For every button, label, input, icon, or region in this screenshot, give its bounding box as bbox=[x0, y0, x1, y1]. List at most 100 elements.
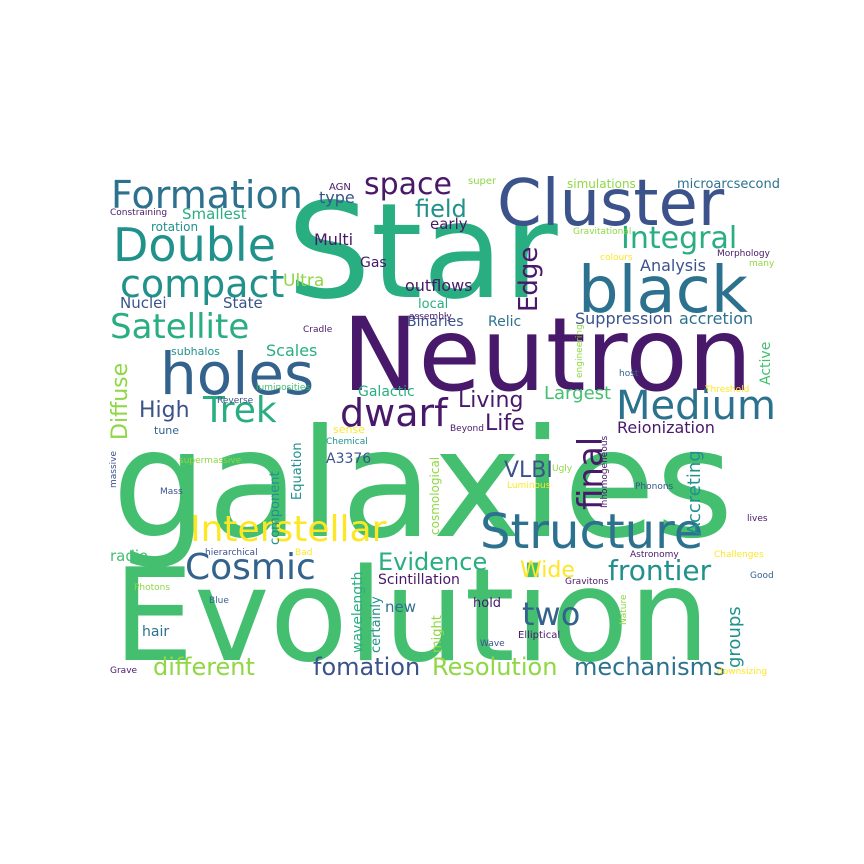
word-space: space bbox=[364, 167, 453, 202]
word-good: Good bbox=[750, 571, 774, 581]
word-outflows: outflows bbox=[405, 276, 473, 295]
word-reionization: Reionization bbox=[617, 418, 715, 437]
word-beyond: Beyond bbox=[450, 424, 484, 434]
word-a3376: A3376 bbox=[326, 451, 372, 467]
word-holes: holes bbox=[160, 340, 315, 408]
word-evidence: Evidence bbox=[378, 548, 488, 576]
word-mass: Mass bbox=[160, 487, 183, 497]
word-elliptical: Elliptical bbox=[518, 630, 561, 641]
word-field: field bbox=[415, 195, 467, 223]
word-evolution: Evolution bbox=[113, 542, 710, 691]
word-structure: Structure bbox=[480, 504, 704, 560]
word-certainly: certainly bbox=[369, 596, 384, 653]
word-luminous: Luminous bbox=[507, 481, 551, 491]
word-rotation: rotation bbox=[151, 220, 199, 234]
word-hold: hold bbox=[473, 596, 502, 611]
word-cosmic: Cosmic bbox=[185, 547, 316, 588]
word-satellite: Satellite bbox=[110, 307, 250, 347]
word-colours: colours bbox=[600, 253, 633, 263]
word-constraining: Constraining bbox=[110, 208, 168, 218]
word-morphology: Morphology bbox=[717, 249, 770, 259]
word-phonons: Phonons bbox=[635, 482, 674, 492]
word-active: Active bbox=[758, 341, 774, 385]
word-cradle: Cradle bbox=[303, 325, 333, 335]
word-smallest: Smallest bbox=[182, 205, 247, 223]
word-nature: Nature bbox=[619, 594, 629, 625]
word-supermassive: supermassive bbox=[179, 456, 242, 466]
word-lives: lives bbox=[747, 514, 768, 524]
word-many: many bbox=[749, 259, 775, 269]
word-wave: Wave bbox=[480, 639, 505, 649]
word-microarcsecond: microarcsecond bbox=[677, 177, 780, 192]
word-sense: sense bbox=[333, 423, 365, 436]
word-living: Living bbox=[458, 388, 524, 413]
word-frontier: frontier bbox=[608, 554, 712, 587]
word-hair: hair bbox=[142, 624, 170, 640]
word-host: host bbox=[619, 369, 639, 379]
word-resolution: Resolution bbox=[432, 653, 558, 681]
word-medium: Medium bbox=[616, 383, 776, 429]
word-state: State bbox=[223, 294, 263, 312]
word-black: black bbox=[578, 254, 748, 328]
word-largest: Largest bbox=[544, 383, 612, 404]
word-integral: Integral bbox=[621, 221, 738, 256]
word-galactic: Galactic bbox=[358, 384, 415, 400]
word-equation: Equation bbox=[290, 442, 305, 500]
word-galaxies: galaxies bbox=[112, 398, 734, 572]
word-trek: Trek bbox=[203, 390, 277, 431]
word-accretion: accretion bbox=[679, 309, 754, 328]
word-astronomy: Astronomy bbox=[630, 550, 679, 560]
word-compact: compact bbox=[120, 262, 285, 306]
word-local: local bbox=[418, 297, 449, 312]
word-photons: Photons bbox=[134, 583, 171, 593]
word-super: super bbox=[468, 176, 497, 187]
word-tune: tune bbox=[154, 424, 180, 437]
word-analysis: Analysis bbox=[640, 256, 706, 275]
word-early: early bbox=[430, 215, 468, 233]
word-interstellar: Interstellar bbox=[190, 509, 387, 550]
word-double: Double bbox=[113, 218, 276, 272]
word-downsizing: downsizing bbox=[717, 667, 768, 677]
word-diffuse: Diffuse bbox=[108, 362, 133, 440]
word-mechanisms: mechanisms bbox=[574, 653, 726, 681]
word-vlbi: VLBI bbox=[504, 458, 553, 483]
word-agn: AGN bbox=[329, 182, 351, 193]
word-challenges: Challenges bbox=[714, 550, 764, 560]
word-nuclei: Nuclei bbox=[120, 294, 167, 312]
word-edge: Edge bbox=[514, 246, 544, 312]
word-ultra: Ultra bbox=[283, 271, 325, 291]
word-engineering: engineering bbox=[575, 324, 585, 378]
word-dwarf: dwarf bbox=[340, 391, 448, 435]
word-component: component bbox=[268, 471, 283, 545]
word-life: Life bbox=[485, 411, 525, 436]
word-two: two bbox=[522, 595, 581, 633]
word-gas: Gas bbox=[360, 255, 387, 271]
word-formation: Formation bbox=[111, 173, 303, 217]
word-wide: Wide bbox=[520, 558, 575, 583]
word-inhomogeneous: Inhomogeneous bbox=[600, 435, 610, 508]
word-might: might bbox=[430, 615, 445, 653]
word-cosmological: cosmological bbox=[428, 456, 442, 535]
word-simulations: simulations bbox=[567, 177, 636, 191]
word-scales: Scales bbox=[266, 341, 318, 360]
word-type: type bbox=[319, 188, 355, 207]
word-suppression: Suppression bbox=[575, 309, 673, 328]
word-different: different bbox=[153, 653, 255, 681]
word-subhalos: subhalos bbox=[171, 345, 220, 358]
word-fomation: fomation bbox=[313, 653, 421, 681]
word-hierarchical: hierarchical bbox=[205, 548, 258, 558]
word-scintillation: Scintillation bbox=[378, 572, 460, 588]
word-binaries: Binaries bbox=[407, 314, 464, 330]
word-multi: Multi bbox=[314, 230, 354, 249]
word-relic: Relic bbox=[488, 314, 522, 330]
word-luminosities: luminosities bbox=[256, 383, 311, 393]
word-gravitons: Gravitons bbox=[565, 577, 609, 587]
word-wavelength: wavelength bbox=[350, 571, 366, 653]
word-neutron: Neutron bbox=[342, 296, 753, 415]
word-ugly: Ugly bbox=[552, 464, 573, 474]
word-high: High bbox=[139, 398, 190, 423]
word-radio: radio bbox=[110, 547, 149, 565]
word-groups: groups bbox=[724, 606, 745, 668]
word-reverse: Reverse bbox=[217, 396, 254, 406]
